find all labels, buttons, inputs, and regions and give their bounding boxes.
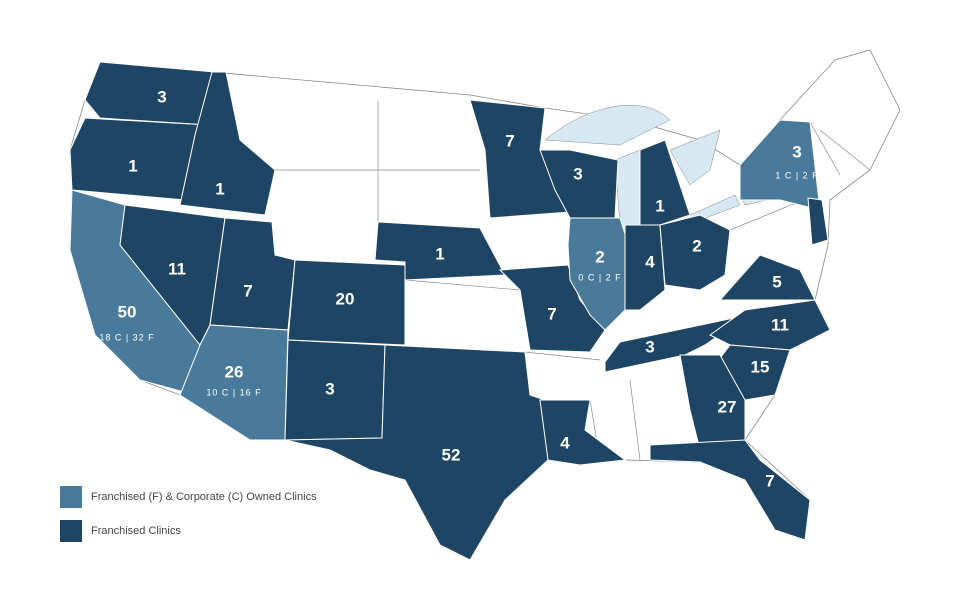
- clinic-count: 3: [157, 87, 166, 106]
- clinic-count: 1: [128, 156, 137, 175]
- clinic-breakdown: 18 C | 32 F: [99, 332, 154, 342]
- state: [69, 117, 209, 201]
- clinic-breakdown: 1 C | 2 F: [775, 170, 818, 180]
- clinic-count: 15: [751, 357, 770, 376]
- clinic-count: 3: [325, 379, 334, 398]
- state: [287, 259, 406, 346]
- state: [718, 254, 816, 301]
- clinic-count: 3: [573, 164, 582, 183]
- state: [649, 439, 811, 541]
- state: [604, 314, 749, 373]
- clinic-count: 3: [792, 142, 801, 161]
- clinic-count: 1: [838, 207, 847, 226]
- state: [567, 217, 631, 331]
- clinic-breakdown: 0 C | 2 F: [578, 272, 621, 282]
- legend: Franchised (F) & Corporate (C) Owned Cli…: [60, 486, 317, 542]
- state: [179, 71, 276, 216]
- state: [659, 214, 731, 291]
- state: [179, 324, 289, 441]
- state: [807, 197, 829, 246]
- clinic-count: 50: [118, 302, 137, 321]
- clinic-count: 1: [655, 196, 664, 215]
- clinic-count: 5: [772, 272, 781, 291]
- state: [639, 139, 691, 226]
- state: [624, 224, 666, 311]
- clinic-count: 2: [595, 247, 604, 266]
- state: [374, 221, 506, 281]
- clinic-count: 4: [560, 433, 570, 452]
- clinic-count: 1: [435, 244, 444, 263]
- clinic-count: 2: [692, 236, 701, 255]
- state: [284, 344, 549, 561]
- legend-swatch: [60, 520, 82, 542]
- state: [539, 399, 627, 466]
- state: [739, 119, 821, 211]
- clinic-count: 7: [547, 304, 556, 323]
- clinic-count: 7: [243, 281, 252, 300]
- clinic-count: 7: [505, 131, 514, 150]
- clinic-count: 7: [765, 471, 774, 490]
- clinic-count: 1: [215, 179, 224, 198]
- legend-swatch: [60, 486, 82, 508]
- clinic-breakdown: 10 C | 16 F: [206, 387, 261, 397]
- clinic-count: 52: [442, 445, 461, 464]
- legend-label: Franchised (F) & Corporate (C) Owned Cli…: [91, 491, 317, 503]
- clinic-count: 20: [336, 289, 355, 308]
- state: [84, 61, 216, 126]
- clinic-count: 11: [771, 315, 789, 334]
- clinic-count: 4: [645, 252, 655, 271]
- clinic-count: 26: [225, 362, 244, 381]
- clinic-count: 3: [645, 337, 654, 356]
- legend-label: Franchised Clinics: [91, 525, 181, 537]
- clinic-count: 11: [168, 259, 186, 278]
- state: [284, 339, 386, 441]
- clinic-count: 27: [718, 397, 737, 416]
